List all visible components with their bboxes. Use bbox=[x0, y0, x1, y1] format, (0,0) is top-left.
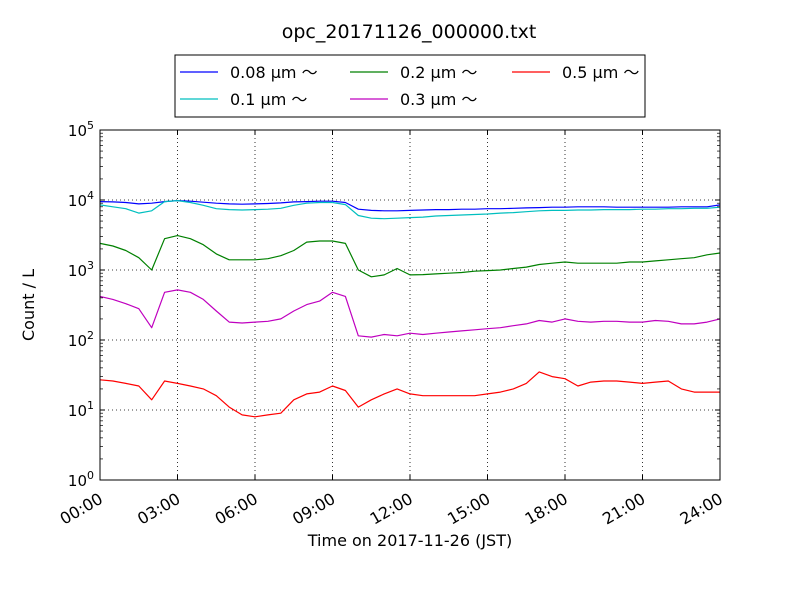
series-line-2 bbox=[99, 371, 720, 418]
legend-label-0: 0.08 μm ～ bbox=[230, 63, 318, 82]
y-tick-label: 100 bbox=[68, 469, 94, 490]
series-line-1 bbox=[99, 235, 721, 278]
legend-box bbox=[174, 54, 646, 118]
legend-label-3: 0.1 μm ～ bbox=[230, 90, 307, 109]
y-tick-label: 104 bbox=[68, 189, 94, 210]
y-axis-label: Count / L bbox=[19, 269, 38, 341]
legend: 0.08 μm ～ 0.1 μm ～ 0.2 μm ～ 0.3 μm ～ 0.5 μm … bbox=[174, 54, 646, 118]
legend-label-4: 0.3 μm ～ bbox=[400, 90, 477, 109]
y-tick-label: 103 bbox=[68, 259, 94, 280]
chart-title: opc_20171126_000000.txt bbox=[282, 21, 537, 43]
series-layer bbox=[99, 200, 721, 418]
series-line-3 bbox=[99, 200, 721, 220]
y-tick-label: 105 bbox=[68, 119, 94, 140]
legend-label-1: 0.2 μm ～ bbox=[400, 63, 477, 82]
series-line-4 bbox=[99, 289, 721, 338]
y-tick-label: 102 bbox=[68, 329, 94, 350]
series-line-0 bbox=[99, 200, 721, 212]
x-axis-label: Time on 2017-11-26 (JST) bbox=[307, 531, 512, 550]
y-tick-label: 101 bbox=[68, 399, 94, 420]
legend-label-2: 0.5 μm ～ bbox=[562, 63, 639, 82]
grid bbox=[100, 130, 720, 480]
